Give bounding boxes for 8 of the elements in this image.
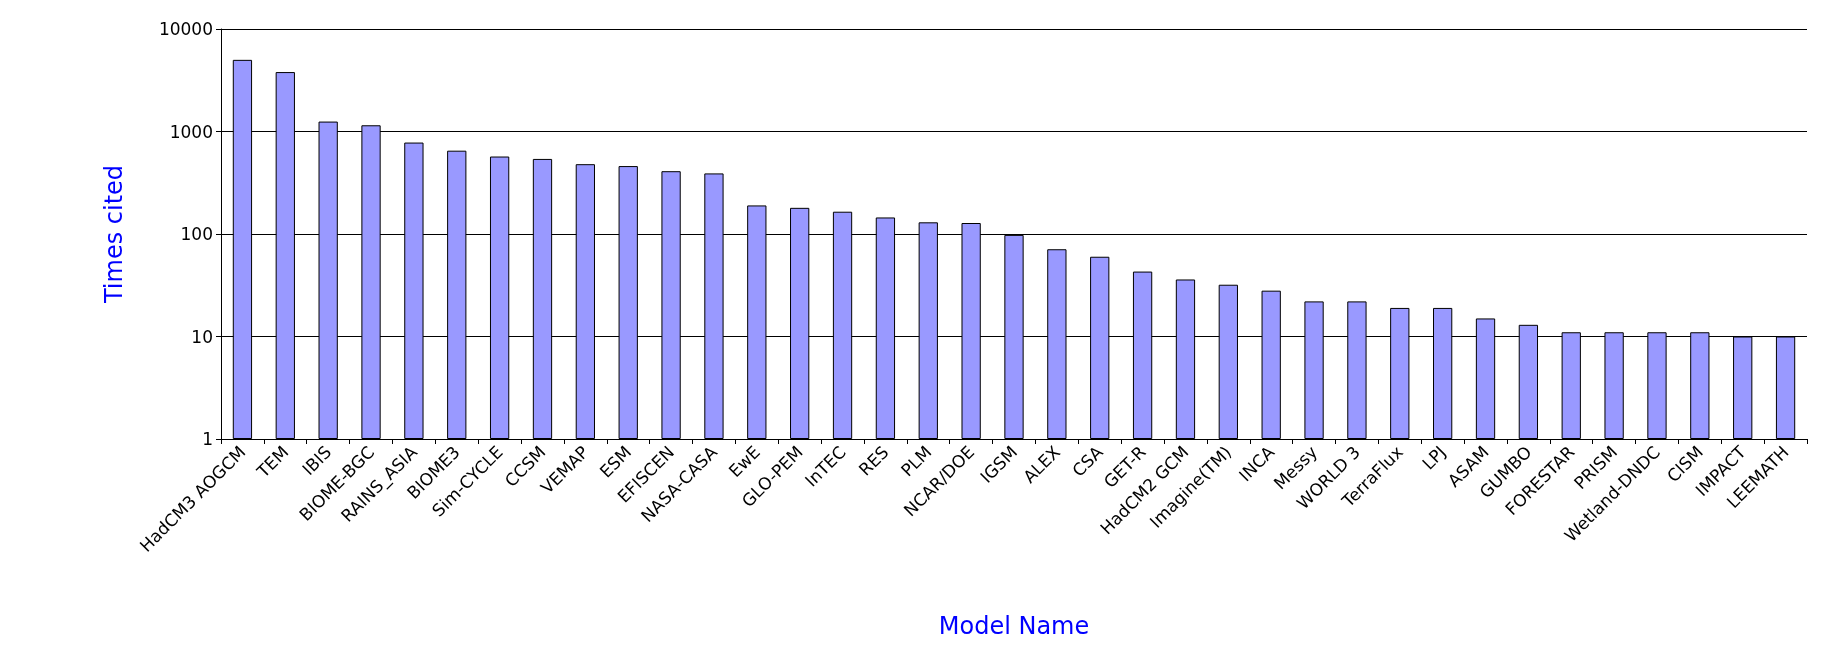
y-tick-label: 10: [191, 326, 213, 347]
y-axis-title: Times cited: [100, 164, 128, 305]
y-tick-label: 100: [180, 224, 213, 244]
x-axis-title: Model Name: [938, 612, 1090, 640]
y-tick-label: 10000: [158, 19, 213, 39]
x-tick-label: LPJ: [1418, 441, 1450, 474]
y-tick-label: 1000: [169, 121, 213, 142]
y-tick-label: 1: [202, 429, 213, 449]
